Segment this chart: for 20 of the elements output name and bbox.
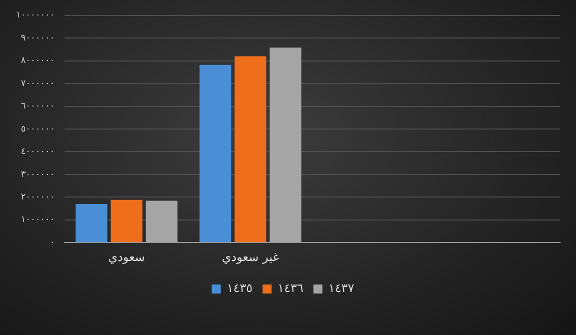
y-tick-label: ٩٠٠٠٠٠٠	[20, 33, 55, 44]
y-tick-label: ٦٠٠٠٠٠٠	[20, 102, 55, 112]
bar	[234, 56, 266, 242]
y-tick-label: ٨٠٠٠٠٠٠	[20, 56, 55, 66]
bar	[110, 200, 142, 242]
legend-label: ١٤٣٦	[278, 281, 304, 296]
y-tick-label: ٤٠٠٠٠٠٠	[20, 147, 55, 158]
legend-label: ١٤٣٧	[328, 281, 355, 296]
y-tick-label: ٥٠٠٠٠٠٠	[20, 124, 55, 134]
y-tick-label: ٢٠٠٠٠٠٠	[20, 192, 55, 203]
x-tick-label: سعودي	[108, 250, 145, 264]
x-tick-label: غير سعودي	[222, 250, 279, 264]
y-tick-label: ٠	[50, 238, 55, 248]
y-tick-label: ٧٠٠٠٠٠٠	[20, 78, 55, 89]
y-tick-label: ١٠٠٠٠٠٠٠	[16, 10, 55, 21]
bar	[76, 204, 108, 242]
legend-label: ١٤٣٥	[226, 281, 253, 296]
y-tick-label: ٣٠٠٠٠٠٠	[20, 170, 55, 180]
y-tick-label: ١٠٠٠٠٠٠	[20, 215, 55, 226]
bar	[200, 64, 232, 242]
